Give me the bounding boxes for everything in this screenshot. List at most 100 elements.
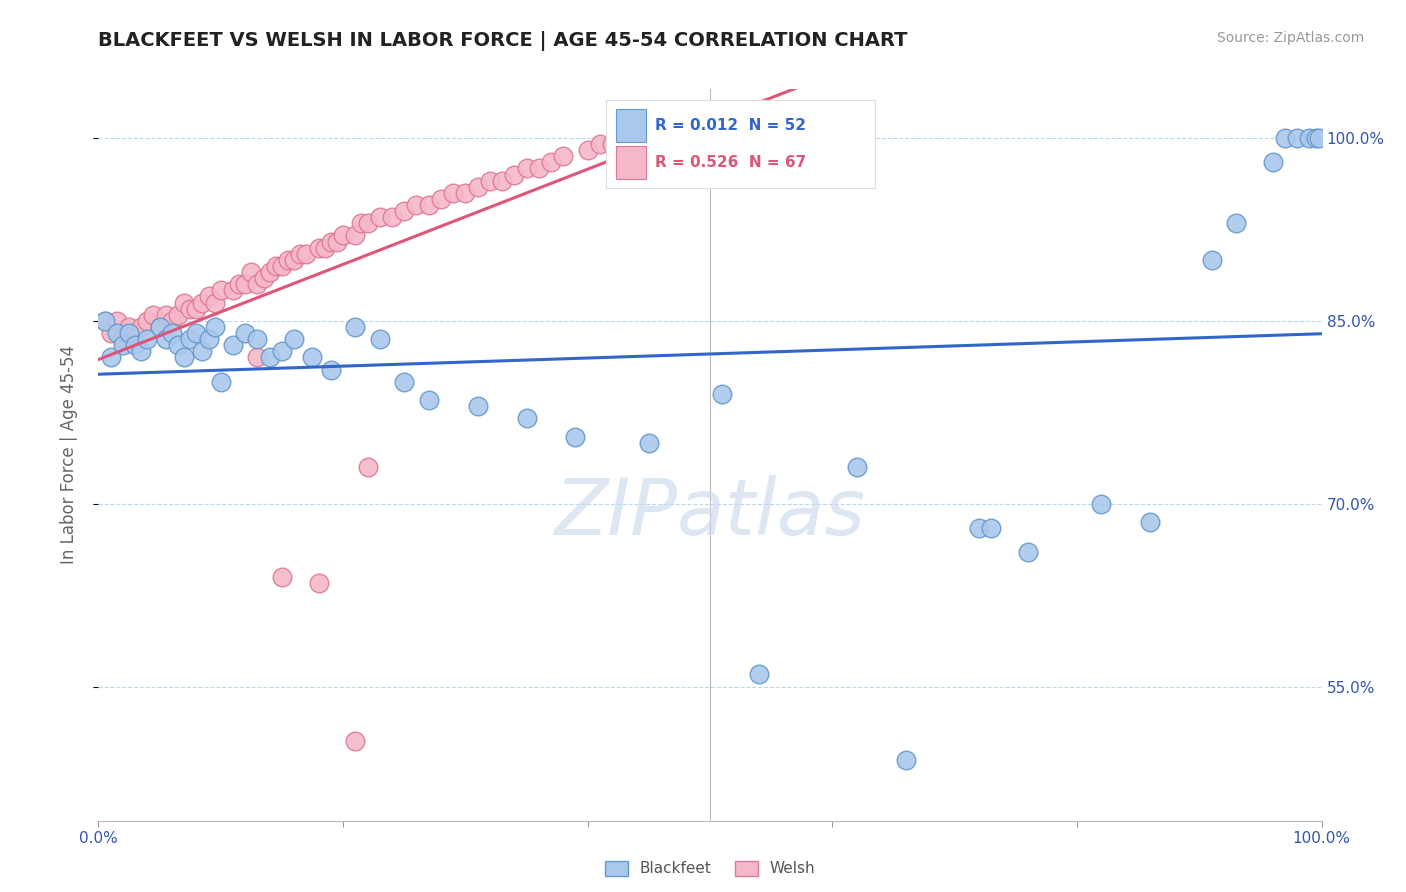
Point [301, 351, 323, 365]
FancyBboxPatch shape [606, 100, 875, 188]
Point [295, 247, 318, 261]
Point [589, 137, 612, 152]
Point [167, 308, 190, 322]
Point [136, 332, 159, 346]
Point [167, 338, 190, 352]
Point [1201, 252, 1223, 267]
Text: R = 0.012  N = 52: R = 0.012 N = 52 [655, 119, 806, 133]
Point [564, 430, 586, 444]
Point [155, 332, 177, 346]
Point [118, 320, 141, 334]
Point [454, 186, 477, 200]
Text: ZIPatlas: ZIPatlas [554, 475, 866, 551]
Point [344, 228, 367, 243]
Point [344, 320, 367, 334]
Point [467, 399, 489, 413]
Point [356, 460, 378, 475]
Point [405, 198, 427, 212]
Point [967, 521, 990, 535]
Point [392, 375, 416, 389]
Point [111, 338, 134, 352]
Point [259, 351, 281, 365]
Point [1305, 131, 1327, 145]
Point [1017, 545, 1039, 559]
Point [1274, 131, 1296, 145]
Point [326, 235, 349, 249]
Point [1298, 131, 1320, 145]
Point [980, 521, 1002, 535]
Point [246, 351, 269, 365]
Point [319, 362, 342, 376]
Point [527, 161, 550, 176]
Point [222, 284, 245, 298]
Point [283, 252, 305, 267]
Point [222, 338, 245, 352]
Point [228, 277, 250, 292]
Point [93, 314, 115, 328]
Point [478, 174, 501, 188]
Point [252, 271, 274, 285]
Point [290, 247, 312, 261]
Point [368, 211, 391, 225]
Point [149, 320, 172, 334]
Point [418, 393, 440, 408]
Point [179, 332, 201, 346]
Point [264, 259, 287, 273]
Point [105, 326, 128, 340]
Point [259, 265, 281, 279]
Point [319, 235, 342, 249]
Point [129, 320, 152, 334]
Point [136, 314, 159, 328]
Point [173, 351, 195, 365]
Point [491, 174, 513, 188]
Point [1286, 131, 1309, 145]
Point [441, 186, 464, 200]
Point [332, 228, 354, 243]
Point [191, 295, 214, 310]
Point [418, 198, 440, 212]
Point [270, 344, 294, 359]
Text: Source: ZipAtlas.com: Source: ZipAtlas.com [1216, 31, 1364, 45]
Point [233, 277, 256, 292]
FancyBboxPatch shape [616, 110, 647, 142]
Point [173, 295, 195, 310]
Point [356, 216, 378, 230]
Point [515, 161, 537, 176]
Point [204, 320, 226, 334]
Point [515, 411, 537, 425]
Point [246, 332, 269, 346]
Point [246, 277, 269, 292]
Point [149, 320, 172, 334]
Point [894, 753, 917, 767]
Point [344, 734, 367, 748]
Point [626, 131, 648, 145]
Point [503, 168, 526, 182]
Point [186, 301, 208, 316]
Point [100, 351, 122, 365]
Point [270, 570, 294, 584]
Y-axis label: In Labor Force | Age 45-54: In Labor Force | Age 45-54 [59, 345, 77, 565]
Point [638, 435, 661, 450]
Point [748, 667, 770, 681]
Point [650, 131, 672, 145]
Point [105, 314, 128, 328]
Point [845, 460, 868, 475]
Text: R = 0.526  N = 67: R = 0.526 N = 67 [655, 155, 806, 169]
Point [350, 216, 373, 230]
Point [160, 314, 183, 328]
Point [100, 326, 122, 340]
Point [160, 326, 183, 340]
Point [179, 301, 201, 316]
Point [155, 308, 177, 322]
Point [600, 137, 623, 152]
Point [1261, 155, 1284, 169]
FancyBboxPatch shape [616, 146, 647, 178]
Point [209, 375, 232, 389]
Point [233, 326, 256, 340]
Point [186, 326, 208, 340]
Point [93, 314, 115, 328]
Point [197, 289, 219, 303]
Point [314, 241, 336, 255]
Point [1308, 131, 1330, 145]
Text: BLACKFEET VS WELSH IN LABOR FORCE | AGE 45-54 CORRELATION CHART: BLACKFEET VS WELSH IN LABOR FORCE | AGE … [98, 31, 908, 51]
